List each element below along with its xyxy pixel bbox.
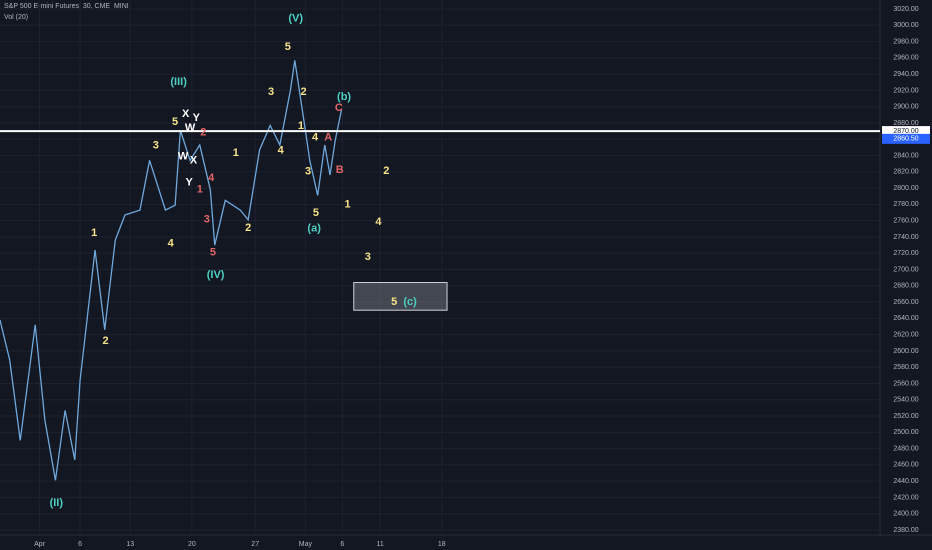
y-tick-label: 2440.00 bbox=[893, 478, 918, 485]
chart-subtitle: Vol (20) bbox=[4, 14, 28, 21]
price-tag bbox=[882, 126, 930, 137]
wave-label: 2 bbox=[245, 222, 251, 234]
y-tick-label: 2680.00 bbox=[893, 283, 918, 290]
wave-label: 3 bbox=[204, 214, 210, 226]
wave-label: 1 bbox=[233, 147, 239, 159]
wave-label: 5 bbox=[391, 296, 397, 308]
wave-label: 2 bbox=[301, 86, 307, 98]
wave-label: (a) bbox=[307, 223, 321, 235]
y-tick-label: 2760.00 bbox=[893, 218, 918, 225]
y-tick-label: 2880.00 bbox=[893, 120, 918, 127]
target-box bbox=[353, 282, 448, 311]
y-tick-label: 2380.00 bbox=[893, 527, 918, 534]
x-tick-label: 27 bbox=[251, 541, 259, 548]
wave-label: 5 bbox=[210, 246, 216, 258]
y-tick-label: 2480.00 bbox=[893, 445, 918, 452]
wave-label: 4 bbox=[208, 172, 215, 184]
y-tick-label: 2920.00 bbox=[893, 87, 918, 94]
price-tag bbox=[882, 133, 930, 144]
wave-label: 3 bbox=[305, 166, 311, 178]
wave-label: 4 bbox=[278, 145, 285, 157]
y-tick-label: 2540.00 bbox=[893, 397, 918, 404]
wave-label: 1 bbox=[298, 120, 304, 132]
wave-label: 4 bbox=[312, 132, 319, 144]
wave-label: A bbox=[324, 132, 332, 144]
y-tick-label: 2520.00 bbox=[893, 413, 918, 420]
x-tick-label: 6 bbox=[78, 541, 82, 548]
wave-label: 4 bbox=[168, 237, 175, 249]
wave-label: (V) bbox=[288, 13, 303, 25]
y-tick-label: 2420.00 bbox=[893, 494, 918, 501]
wave-label: 1 bbox=[197, 184, 203, 196]
wave-label: W bbox=[178, 150, 189, 162]
y-tick-label: 2700.00 bbox=[893, 266, 918, 273]
y-tick-label: 2400.00 bbox=[893, 511, 918, 518]
wave-label: 2 bbox=[103, 335, 109, 347]
wave-label: 1 bbox=[91, 227, 97, 239]
wave-label: (III) bbox=[170, 76, 187, 88]
y-tick-label: 3000.00 bbox=[893, 22, 918, 29]
wave-label: C bbox=[335, 102, 343, 114]
wave-label: 2 bbox=[200, 127, 206, 139]
y-tick-label: 2960.00 bbox=[893, 55, 918, 62]
wave-label: 5 bbox=[172, 116, 178, 128]
wave-label: B bbox=[336, 164, 344, 176]
x-tick-label: 20 bbox=[188, 541, 196, 548]
y-tick-label: 2580.00 bbox=[893, 364, 918, 371]
y-tick-label: 2840.00 bbox=[893, 152, 918, 159]
wave-label: (c) bbox=[403, 296, 417, 308]
wave-label: 5 bbox=[313, 207, 319, 219]
y-tick-label: 2800.00 bbox=[893, 185, 918, 192]
wave-label: (II) bbox=[50, 497, 64, 509]
wave-label: X bbox=[190, 154, 198, 166]
y-tick-label: 2620.00 bbox=[893, 331, 918, 338]
x-tick-label: 18 bbox=[438, 541, 446, 548]
chart-title: S&P 500 E-mini Futures, 30, CME_MINI bbox=[4, 3, 129, 10]
wave-label: 4 bbox=[375, 216, 382, 228]
wave-label: 3 bbox=[365, 251, 371, 263]
y-tick-label: 2940.00 bbox=[893, 71, 918, 78]
y-tick-label: 2780.00 bbox=[893, 201, 918, 208]
wave-label: (IV) bbox=[207, 269, 225, 281]
x-tick-label: 6 bbox=[340, 541, 344, 548]
y-tick-label: 2820.00 bbox=[893, 169, 918, 176]
y-tick-label: 2640.00 bbox=[893, 315, 918, 322]
y-tick-label: 2600.00 bbox=[893, 348, 918, 355]
wave-label: W bbox=[185, 122, 196, 134]
x-tick-label: 13 bbox=[126, 541, 134, 548]
x-tick-label: Apr bbox=[34, 541, 46, 548]
wave-label: 5 bbox=[285, 41, 291, 53]
y-tick-label: 2660.00 bbox=[893, 299, 918, 306]
wave-label: Y bbox=[186, 176, 194, 188]
y-tick-label: 2460.00 bbox=[893, 462, 918, 469]
x-tick-label: 11 bbox=[377, 541, 384, 548]
price-tag-label: 2860.50 bbox=[893, 136, 918, 143]
y-tick-label: 2900.00 bbox=[893, 104, 918, 111]
wave-label: Y bbox=[193, 112, 201, 124]
y-tick-label: 2560.00 bbox=[893, 380, 918, 387]
y-tick-label: 3020.00 bbox=[893, 6, 918, 13]
wave-label: 2 bbox=[383, 165, 389, 177]
wave-label: X bbox=[182, 108, 190, 120]
wave-label: 1 bbox=[345, 198, 351, 210]
y-tick-label: 2720.00 bbox=[893, 250, 918, 257]
price-tag-label: 2870.00 bbox=[893, 128, 918, 135]
y-tick-label: 2740.00 bbox=[893, 234, 918, 241]
wave-label: 3 bbox=[268, 86, 274, 98]
wave-label: (b) bbox=[337, 91, 351, 103]
wave-label: 3 bbox=[153, 140, 159, 152]
y-tick-label: 2980.00 bbox=[893, 38, 918, 45]
x-tick-label: May bbox=[299, 541, 313, 548]
y-tick-label: 2500.00 bbox=[893, 429, 918, 436]
